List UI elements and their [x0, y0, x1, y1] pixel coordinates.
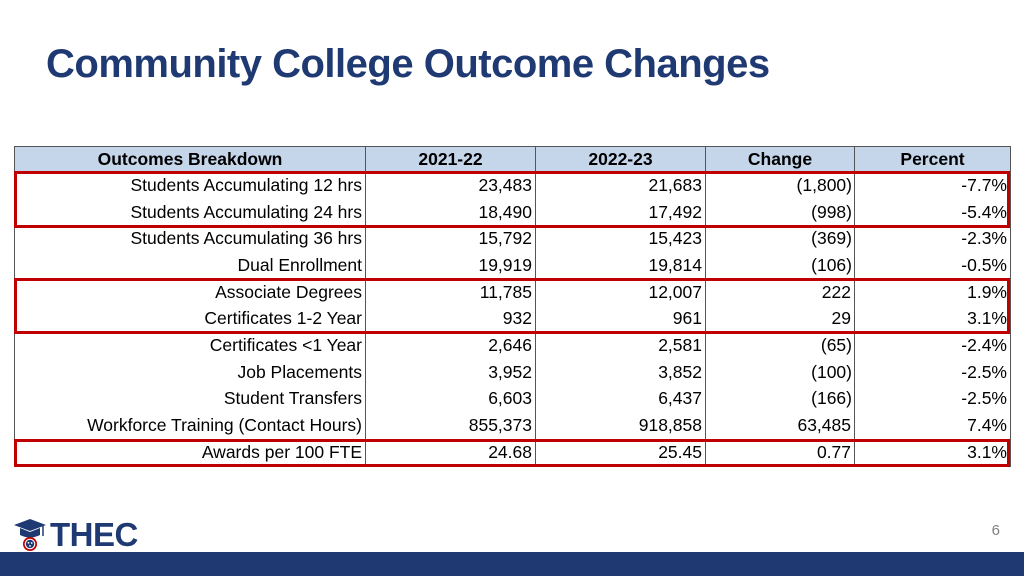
value-2021-22: 2,646: [365, 332, 536, 359]
value-change: 0.77: [705, 438, 855, 467]
page-number: 6: [991, 522, 1000, 539]
value-percent: -2.5%: [854, 358, 1011, 386]
header-percent: Percent: [854, 146, 1011, 172]
logo-wordmark: THEC: [50, 516, 138, 553]
graduation-cap-icon: [14, 519, 46, 551]
row-label: Workforce Training (Contact Hours): [14, 412, 366, 439]
value-change: (100): [705, 358, 855, 386]
table-row: Certificates 1-2 Year 932 961 29 3.1%: [14, 305, 1011, 333]
table-row: Associate Degrees 11,785 12,007 222 1.9%: [14, 278, 1011, 306]
header-2022-23: 2022-23: [535, 146, 706, 172]
highlight-box-degrees: [14, 278, 1010, 334]
value-2022-23: 3,852: [535, 358, 706, 386]
table-row: Students Accumulating 24 hrs 18,490 17,4…: [14, 198, 1011, 226]
value-percent: -7.7%: [854, 172, 1011, 199]
row-label: Certificates <1 Year: [14, 332, 366, 359]
outcomes-table: Outcomes Breakdown 2021-22 2022-23 Chang…: [14, 146, 1011, 467]
value-2022-23: 918,858: [535, 412, 706, 439]
table-row: Dual Enrollment 19,919 19,814 (106) -0.5…: [14, 252, 1011, 279]
value-change: (106): [705, 252, 855, 279]
row-label: Associate Degrees: [14, 278, 366, 306]
value-percent: -2.5%: [854, 385, 1011, 413]
value-2022-23: 25.45: [535, 438, 706, 467]
header-change: Change: [705, 146, 855, 172]
value-2022-23: 21,683: [535, 172, 706, 199]
page-title: Community College Outcome Changes: [46, 42, 770, 86]
value-percent: -5.4%: [854, 198, 1011, 226]
value-change: (998): [705, 198, 855, 226]
value-change: (166): [705, 385, 855, 413]
value-percent: 3.1%: [854, 305, 1011, 333]
value-change: (65): [705, 332, 855, 359]
table-row: Workforce Training (Contact Hours) 855,3…: [14, 412, 1011, 439]
row-label: Students Accumulating 36 hrs: [14, 225, 366, 253]
value-percent: 3.1%: [854, 438, 1011, 467]
value-2021-22: 23,483: [365, 172, 536, 199]
value-2022-23: 12,007: [535, 278, 706, 306]
value-2022-23: 17,492: [535, 198, 706, 226]
row-label: Student Transfers: [14, 385, 366, 413]
value-2021-22: 24.68: [365, 438, 536, 467]
value-percent: -2.3%: [854, 225, 1011, 253]
value-2021-22: 3,952: [365, 358, 536, 386]
value-2022-23: 15,423: [535, 225, 706, 253]
value-2021-22: 19,919: [365, 252, 536, 279]
value-percent: -0.5%: [854, 252, 1011, 279]
table-header-row: Outcomes Breakdown 2021-22 2022-23 Chang…: [14, 146, 1011, 172]
table-row: Certificates <1 Year 2,646 2,581 (65) -2…: [14, 332, 1011, 359]
value-2021-22: 15,792: [365, 225, 536, 253]
value-2022-23: 2,581: [535, 332, 706, 359]
value-2022-23: 19,814: [535, 252, 706, 279]
table-row: Students Accumulating 12 hrs 23,483 21,6…: [14, 172, 1011, 199]
value-percent: 7.4%: [854, 412, 1011, 439]
header-outcomes-breakdown: Outcomes Breakdown: [14, 146, 366, 172]
row-label: Students Accumulating 24 hrs: [14, 198, 366, 226]
row-label: Certificates 1-2 Year: [14, 305, 366, 333]
value-2022-23: 6,437: [535, 385, 706, 413]
header-2021-22: 2021-22: [365, 146, 536, 172]
footer-bar: [0, 552, 1024, 576]
value-2021-22: 18,490: [365, 198, 536, 226]
row-label: Job Placements: [14, 358, 366, 386]
row-label: Dual Enrollment: [14, 252, 366, 279]
value-change: (369): [705, 225, 855, 253]
value-percent: -2.4%: [854, 332, 1011, 359]
value-percent: 1.9%: [854, 278, 1011, 306]
highlight-box-awards: [14, 439, 1010, 467]
value-change: (1,800): [705, 172, 855, 199]
value-2021-22: 11,785: [365, 278, 536, 306]
table-row: Student Transfers 6,603 6,437 (166) -2.5…: [14, 385, 1011, 413]
value-2021-22: 855,373: [365, 412, 536, 439]
highlight-box-accumulation: [14, 171, 1010, 228]
value-2021-22: 6,603: [365, 385, 536, 413]
table-row: Job Placements 3,952 3,852 (100) -2.5%: [14, 358, 1011, 386]
row-label: Students Accumulating 12 hrs: [14, 172, 366, 199]
value-change: 29: [705, 305, 855, 333]
value-change: 63,485: [705, 412, 855, 439]
value-change: 222: [705, 278, 855, 306]
value-2021-22: 932: [365, 305, 536, 333]
table-row: Students Accumulating 36 hrs 15,792 15,4…: [14, 225, 1011, 253]
